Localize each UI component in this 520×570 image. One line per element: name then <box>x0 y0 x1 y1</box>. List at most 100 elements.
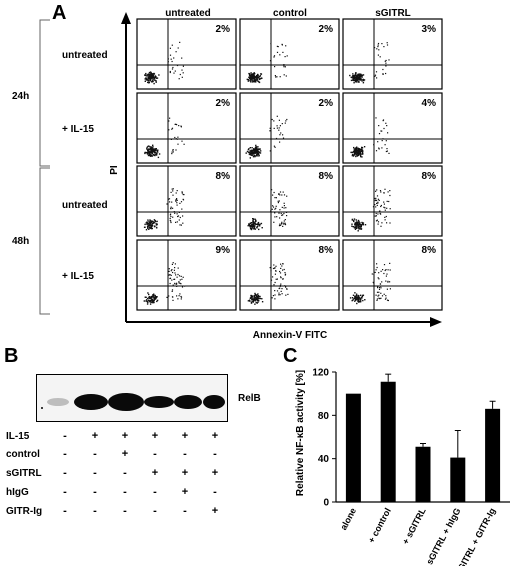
col-header-sgitrl: sGITRL <box>375 8 411 19</box>
condition-sign: - <box>93 467 97 479</box>
row-label-48h-il15: + IL-15 <box>62 271 94 282</box>
panel-b-letter: B <box>4 345 19 367</box>
y-tick-label: 0 <box>323 498 329 509</box>
percent-label: 2% <box>216 98 231 109</box>
flow-plot-frame <box>136 165 237 237</box>
flow-plot: 3% <box>342 18 443 90</box>
row-label-24h-il15: + IL-15 <box>62 124 94 135</box>
condition-sign: + <box>181 430 189 442</box>
event-dots <box>350 117 390 158</box>
bar <box>415 446 431 502</box>
flow-plot: 4% <box>342 92 443 164</box>
condition-sign: - <box>123 505 127 517</box>
band-lane-4 <box>144 396 174 408</box>
event-dots <box>143 188 185 231</box>
flow-plot: 8% <box>136 165 237 237</box>
panel-c-letter: C <box>283 345 298 367</box>
bracket-24h <box>39 19 50 167</box>
event-dots <box>349 262 391 305</box>
annexin-axis-arrow <box>430 317 442 327</box>
x-category-label: + sGITRL + hIgG <box>421 506 463 566</box>
percent-label: 2% <box>319 98 334 109</box>
condition-sign: - <box>183 448 187 460</box>
row-label-24h-untreated: untreated <box>62 50 108 61</box>
event-dots <box>349 42 390 84</box>
pi-axis-arrow <box>121 12 131 24</box>
x-category-label: + sGITRL <box>400 506 428 546</box>
condition-label: sGITRL <box>6 468 42 479</box>
y-axis-label: Relative NF-κB activity [%] <box>295 370 306 496</box>
condition-sign: + <box>211 467 219 479</box>
condition-sign: + <box>121 430 129 442</box>
condition-sign: + <box>151 430 159 442</box>
percent-label: 9% <box>216 245 231 256</box>
annexin-axis-label: Annexin-V FITC <box>253 330 327 340</box>
event-dots <box>144 41 184 85</box>
condition-sign: - <box>63 486 67 498</box>
flow-plot: 8% <box>342 165 443 237</box>
axes <box>121 12 442 327</box>
flow-plot-frame <box>342 165 443 237</box>
flow-plot-area: 2% 2% 3% 2% 2% 4% 8% 8% 8% 9% 8% 8% <box>136 18 443 311</box>
flow-plot: 9% <box>136 239 237 311</box>
row-label-48h-untreated: untreated <box>62 200 108 211</box>
condition-label: control <box>6 449 40 460</box>
condition-sign: - <box>153 505 157 517</box>
y-tick-label: 40 <box>318 454 330 465</box>
x-category-label: + control <box>366 506 393 544</box>
condition-sign: - <box>213 486 217 498</box>
percent-label: 4% <box>422 98 437 109</box>
condition-sign: + <box>91 430 99 442</box>
percent-label: 2% <box>319 24 334 35</box>
condition-sign: + <box>211 430 219 442</box>
flow-plot: 8% <box>239 165 340 237</box>
condition-sign: - <box>93 505 97 517</box>
band-lane-6 <box>203 395 225 409</box>
condition-sign: - <box>63 467 67 479</box>
event-dots <box>247 189 288 231</box>
event-dots <box>143 262 186 305</box>
condition-sign: - <box>183 505 187 517</box>
col-header-control: control <box>273 8 307 19</box>
condition-sign: - <box>93 448 97 460</box>
condition-sign: + <box>211 505 219 517</box>
condition-label: GITR-Ig <box>6 506 43 517</box>
band-lane-3 <box>108 393 144 411</box>
time-label-24h: 24h <box>12 91 30 102</box>
col-header-untreated: untreated <box>165 8 211 19</box>
panel-a-letter: A <box>52 2 67 24</box>
condition-sign: + <box>181 467 189 479</box>
flow-plot: 8% <box>342 239 443 311</box>
condition-sign: - <box>63 430 67 442</box>
percent-label: 2% <box>216 24 231 35</box>
time-label-48h: 48h <box>12 236 30 247</box>
flow-plot: 2% <box>136 92 237 164</box>
x-category-label: alone <box>338 506 358 531</box>
condition-sign: - <box>123 467 127 479</box>
blot-speck <box>41 407 43 409</box>
condition-sign: - <box>153 486 157 498</box>
band-lane-1 <box>47 398 69 406</box>
condition-sign: - <box>123 486 127 498</box>
flow-plot: 2% <box>136 18 237 90</box>
bar <box>450 457 466 502</box>
percent-label: 8% <box>216 171 231 182</box>
bar <box>380 381 396 502</box>
condition-sign: - <box>213 448 217 460</box>
flow-plot: 8% <box>239 239 340 311</box>
percent-label: 8% <box>422 245 437 256</box>
percent-label: 3% <box>422 24 437 35</box>
band-lane-2 <box>74 394 108 410</box>
condition-sign: - <box>153 448 157 460</box>
condition-label: IL-15 <box>6 431 30 442</box>
event-dots <box>247 263 289 305</box>
nfkb-activity-chart: 0 40 80 120 Relative NF-κB activity [%] alone… <box>295 368 510 566</box>
percent-label: 8% <box>422 171 437 182</box>
blot-bands <box>47 393 225 411</box>
y-tick-label: 120 <box>312 368 329 379</box>
bar <box>485 408 501 502</box>
flow-plot: 2% <box>239 18 340 90</box>
bar <box>345 393 361 502</box>
event-dots <box>144 117 185 159</box>
event-dots <box>246 43 288 84</box>
